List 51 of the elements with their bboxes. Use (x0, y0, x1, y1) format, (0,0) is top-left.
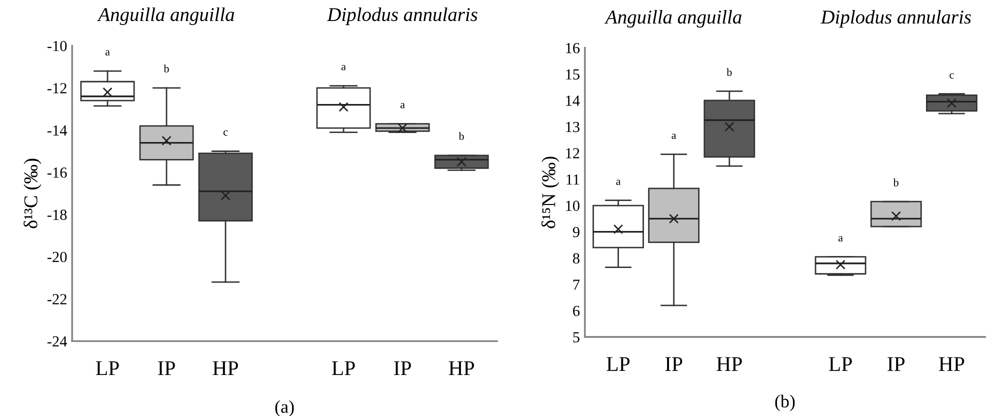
y-tick-label: -20 (47, 252, 67, 262)
x-tick-label: HP (716, 357, 742, 371)
x-tick-label: LP (606, 357, 630, 371)
text: Diplodus annularis (820, 10, 971, 28)
x-tick-label: HP (212, 361, 238, 376)
text: (b) (775, 394, 795, 412)
x-tick-label: HP (938, 357, 964, 371)
y-tick-label: -16 (47, 168, 67, 178)
annotation: a (341, 64, 346, 70)
y-tick-label: 12 (566, 148, 580, 158)
x-tick-label: IP (394, 361, 411, 376)
y-tick-label: 15 (566, 69, 580, 80)
annotation: a (672, 134, 676, 140)
annotation: b (726, 68, 732, 76)
y-tick-label: -14 (47, 125, 68, 136)
text: Anguilla anguilla (604, 10, 742, 28)
y-axis-title: δ¹³C (‰) (24, 158, 42, 228)
annotation: b (164, 64, 169, 72)
annotation: a (838, 236, 843, 242)
annotation: a (105, 50, 110, 56)
x-tick-label: IP (665, 357, 682, 371)
y-axis-title: δ¹⁵N (‰) (541, 156, 560, 228)
y-tick-label: -22 (47, 294, 66, 304)
y-tick-label: -24 (47, 336, 68, 346)
y-tick-label: -10 (47, 40, 67, 52)
y-tick-label: -18 (47, 210, 67, 220)
y-tick-label: 9 (572, 227, 580, 238)
annotation: b (893, 178, 898, 186)
annotation: c (223, 130, 228, 136)
x-tick-label: HP (448, 361, 474, 376)
y-tick-label: 14 (566, 96, 580, 106)
y-tick-label: 8 (572, 253, 580, 264)
x-tick-label: LP (96, 361, 119, 376)
annotation: b (458, 132, 464, 140)
text: Diplodus annularis (326, 7, 478, 26)
y-tick-label: 16 (566, 43, 580, 54)
y-tick-label: 7 (573, 280, 580, 290)
y-tick-label: 13 (566, 122, 580, 132)
text: Anguilla anguilla (97, 7, 234, 26)
annotation: c (950, 73, 954, 79)
y-tick-label: 5 (573, 332, 580, 342)
annotation: a (400, 102, 405, 108)
x-tick-label: IP (158, 361, 175, 376)
x-tick-label: LP (332, 361, 355, 376)
x-tick-label: LP (828, 357, 852, 371)
y-tick-label: 6 (573, 306, 580, 316)
y-tick-label: 11 (566, 174, 580, 185)
annotation: a (616, 180, 621, 186)
x-tick-label: IP (888, 357, 905, 371)
y-tick-label: 10 (566, 200, 580, 211)
y-tick-label: -12 (47, 83, 66, 94)
